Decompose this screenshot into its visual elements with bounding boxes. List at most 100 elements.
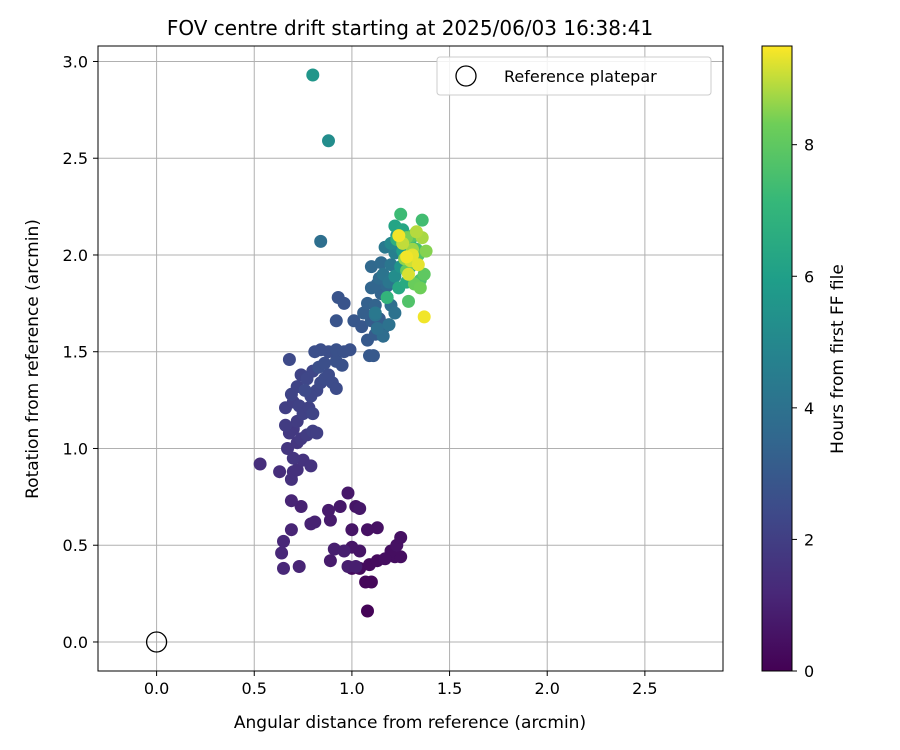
data-point (415, 213, 429, 227)
data-point (306, 407, 320, 421)
y-axis-label: Rotation from reference (arcmin) (23, 219, 43, 499)
data-point (378, 552, 392, 566)
x-axis-ticks: 0.0 0.5 1.0 1.5 2.0 2.5 (144, 671, 658, 698)
data-point (345, 523, 359, 537)
x-tick-label: 1.5 (437, 679, 462, 698)
data-point (323, 554, 337, 568)
data-point (417, 267, 431, 281)
data-point (306, 68, 320, 82)
scatter-points (253, 68, 433, 618)
data-point (273, 465, 287, 479)
x-axis-label: Angular distance from reference (arcmin) (234, 713, 586, 733)
data-point (337, 296, 351, 310)
data-point (409, 225, 423, 239)
y-tick-label: 3.0 (63, 52, 88, 71)
data-point (384, 258, 398, 272)
data-point (253, 457, 267, 471)
data-point (322, 134, 335, 148)
legend-marker-reference (455, 65, 477, 87)
data-point (298, 383, 312, 397)
legend-label-reference: Reference platepar (504, 67, 657, 86)
data-point (382, 318, 396, 332)
colorbar-tick-label: 6 (804, 267, 814, 286)
legend: Reference platepar (436, 56, 712, 96)
data-point (353, 502, 367, 515)
colorbar-tick-label: 2 (804, 530, 814, 549)
data-point (335, 358, 349, 372)
data-point (304, 459, 318, 473)
axes-frame (97, 45, 724, 672)
colorbar-gradient (761, 45, 793, 672)
data-point (323, 513, 337, 527)
data-point (292, 560, 306, 573)
data-point (380, 291, 394, 304)
data-point (282, 353, 296, 366)
y-tick-label: 0.5 (63, 536, 88, 555)
data-point (337, 544, 351, 558)
data-point (366, 349, 380, 363)
data-point (349, 560, 363, 573)
colorbar-label: Hours from first FF file (828, 264, 848, 454)
data-point (284, 523, 298, 537)
data-point (314, 234, 328, 248)
y-axis-ticks: 0.0 0.5 1.0 1.5 2.0 2.5 3.0 (63, 52, 98, 652)
data-point (364, 575, 378, 589)
data-point (374, 256, 388, 270)
x-tick-label: 2.5 (632, 679, 657, 698)
colorbar-tick-label: 0 (804, 662, 814, 681)
data-point (343, 343, 357, 357)
data-point (310, 426, 324, 440)
data-point (370, 322, 384, 335)
colorbar-tick-label: 4 (804, 399, 814, 418)
data-point (304, 517, 318, 531)
data-point (275, 546, 289, 560)
data-point (368, 306, 382, 320)
data-point (392, 229, 406, 243)
data-point (308, 345, 322, 359)
data-point (364, 260, 378, 274)
data-point (322, 503, 335, 517)
y-tick-label: 2.5 (63, 149, 88, 168)
data-point (327, 542, 341, 556)
colorbar-tick-label: 8 (804, 136, 814, 155)
data-point (402, 294, 415, 308)
data-point (329, 382, 343, 395)
data-point (394, 207, 408, 221)
data-point (341, 486, 355, 500)
data-point (370, 521, 384, 535)
data-point (277, 561, 290, 575)
data-point (355, 320, 369, 334)
legend-box (436, 56, 712, 96)
data-point (388, 269, 402, 283)
data-point (402, 267, 415, 281)
grid-lines (98, 46, 723, 671)
reference-platepar-marker (145, 631, 168, 653)
data-point (333, 500, 347, 513)
data-point (411, 258, 425, 272)
data-point (277, 534, 290, 548)
colorbar-ticks: 0 2 4 6 8 (792, 136, 814, 681)
data-point (394, 531, 408, 544)
data-point (361, 523, 374, 537)
colorbar: 0 2 4 6 8 Hours from first FF file (761, 45, 848, 681)
x-tick-label: 0.0 (144, 679, 169, 698)
data-point (294, 500, 308, 513)
chart-title: FOV centre drift starting at 2025/06/03 … (167, 16, 653, 40)
y-tick-label: 1.5 (63, 343, 88, 362)
y-tick-label: 2.0 (63, 246, 88, 265)
data-point (290, 463, 304, 477)
y-tick-label: 1.0 (63, 439, 88, 458)
x-tick-label: 2.0 (534, 679, 559, 698)
data-point (400, 250, 414, 264)
data-point (361, 604, 374, 618)
data-point (394, 550, 408, 564)
data-point (286, 451, 300, 465)
data-point (417, 310, 431, 324)
x-tick-label: 0.5 (242, 679, 267, 698)
reference-point (145, 631, 168, 653)
y-tick-label: 0.0 (63, 633, 88, 652)
data-point (281, 442, 294, 455)
data-point (419, 244, 433, 258)
x-tick-label: 1.0 (339, 679, 364, 698)
